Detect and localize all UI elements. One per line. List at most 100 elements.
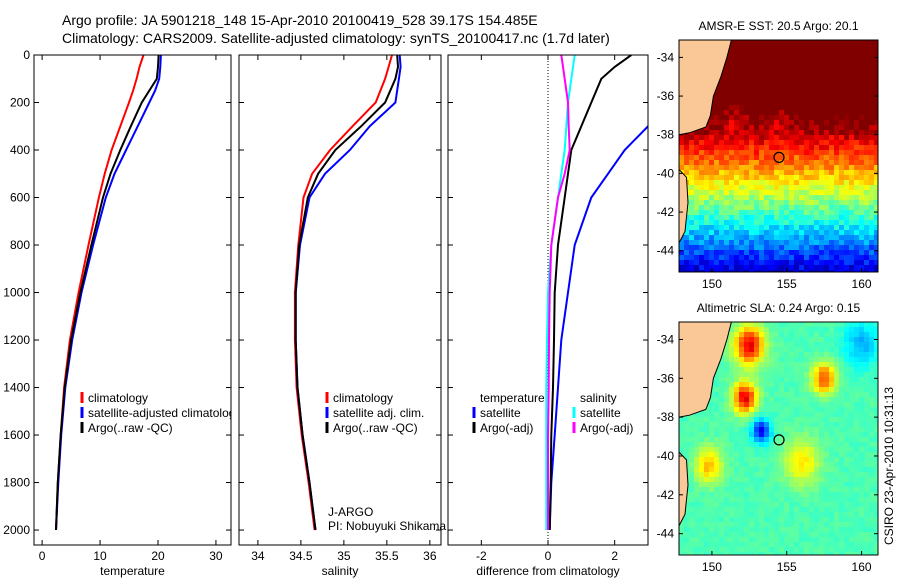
map-cell bbox=[774, 160, 779, 165]
map-cell bbox=[749, 467, 754, 472]
map-cell bbox=[849, 150, 854, 155]
map-cell bbox=[714, 240, 719, 245]
map-cell bbox=[734, 150, 739, 155]
map-cell bbox=[769, 372, 774, 377]
map-cell bbox=[874, 225, 878, 230]
map-cell bbox=[749, 180, 754, 185]
map-cell bbox=[684, 135, 689, 140]
map-cell bbox=[874, 180, 878, 185]
map-cell bbox=[694, 240, 699, 245]
map-cell bbox=[689, 210, 694, 215]
map-cell bbox=[859, 497, 864, 502]
map-cell bbox=[774, 190, 779, 195]
map-cell bbox=[824, 517, 829, 522]
series-line-salinity-argo-adj- bbox=[547, 55, 571, 530]
map-cell bbox=[759, 497, 764, 502]
map-cell bbox=[864, 432, 869, 437]
map-cell bbox=[744, 160, 749, 165]
map-cell bbox=[759, 270, 764, 272]
map-cell bbox=[744, 165, 749, 170]
map-cell bbox=[809, 215, 814, 220]
map-cell bbox=[749, 352, 754, 357]
map-cell bbox=[864, 542, 869, 547]
map-cell bbox=[779, 110, 784, 115]
map-cell bbox=[854, 105, 859, 110]
map-cell bbox=[779, 407, 784, 412]
map-cell bbox=[764, 105, 769, 110]
map-cell bbox=[814, 392, 819, 397]
map-cell bbox=[794, 155, 799, 160]
map-cell bbox=[874, 200, 878, 205]
map-cell bbox=[839, 75, 844, 80]
map-cell bbox=[704, 472, 709, 477]
map-cell bbox=[754, 115, 759, 120]
map-cell bbox=[754, 155, 759, 160]
x-tick-label: 155 bbox=[777, 560, 797, 574]
map-cell bbox=[744, 225, 749, 230]
map-cell bbox=[709, 462, 714, 467]
map-cell bbox=[874, 90, 878, 95]
map-cell bbox=[729, 155, 734, 160]
map-cell bbox=[729, 427, 734, 432]
map-cell bbox=[714, 422, 719, 427]
map-cell bbox=[694, 260, 699, 265]
map-cell bbox=[799, 65, 804, 70]
map-cell bbox=[809, 362, 814, 367]
map-cell bbox=[859, 542, 864, 547]
map-cell bbox=[839, 255, 844, 260]
map-cell bbox=[734, 457, 739, 462]
map-cell bbox=[799, 402, 804, 407]
map-cell bbox=[689, 220, 694, 225]
map-cell bbox=[694, 250, 699, 255]
map-cell bbox=[869, 322, 874, 327]
map-cell bbox=[869, 547, 874, 552]
map-cell bbox=[694, 145, 699, 150]
map-cell bbox=[744, 45, 749, 50]
map-cell bbox=[849, 145, 854, 150]
map-cell bbox=[769, 467, 774, 472]
map-cell bbox=[724, 417, 729, 422]
map-cell bbox=[774, 155, 779, 160]
map-cell bbox=[769, 547, 774, 552]
map-cell bbox=[739, 457, 744, 462]
map-cell bbox=[754, 135, 759, 140]
map-cell bbox=[729, 407, 734, 412]
map-cell bbox=[739, 422, 744, 427]
map-cell bbox=[834, 205, 839, 210]
map-cell bbox=[754, 402, 759, 407]
map-cell bbox=[839, 492, 844, 497]
map-cell bbox=[834, 250, 839, 255]
map-cell bbox=[774, 230, 779, 235]
map-cell bbox=[799, 190, 804, 195]
map-cell bbox=[694, 467, 699, 472]
map-cell bbox=[849, 255, 854, 260]
map-cell bbox=[809, 357, 814, 362]
map-cell bbox=[809, 165, 814, 170]
map-cell bbox=[784, 180, 789, 185]
map-cell bbox=[789, 270, 794, 272]
map-cell bbox=[734, 382, 739, 387]
map-cell bbox=[759, 422, 764, 427]
map-cell bbox=[739, 377, 744, 382]
map-cell bbox=[779, 547, 784, 552]
map-cell bbox=[709, 537, 714, 542]
map-cell bbox=[719, 527, 724, 532]
map-cell bbox=[774, 245, 779, 250]
map-cell bbox=[759, 75, 764, 80]
map-cell bbox=[764, 115, 769, 120]
map-cell bbox=[854, 532, 859, 537]
map-cell bbox=[714, 175, 719, 180]
map-cell bbox=[839, 240, 844, 245]
map-cell bbox=[824, 512, 829, 517]
map-cell bbox=[689, 215, 694, 220]
map-cell bbox=[739, 542, 744, 547]
map-cell bbox=[744, 260, 749, 265]
map-cell bbox=[874, 155, 878, 160]
map-cell bbox=[779, 422, 784, 427]
map-cell bbox=[754, 265, 759, 270]
map-cell bbox=[839, 367, 844, 372]
map-cell bbox=[839, 120, 844, 125]
map-cell bbox=[854, 357, 859, 362]
map-cell bbox=[689, 542, 694, 547]
map-cell bbox=[724, 342, 729, 347]
